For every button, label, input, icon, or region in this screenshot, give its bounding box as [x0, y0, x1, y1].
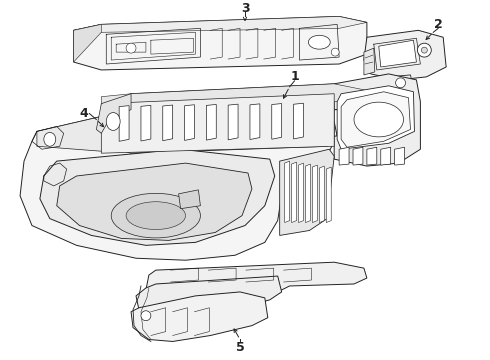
Polygon shape	[228, 104, 238, 140]
Polygon shape	[313, 165, 318, 222]
Polygon shape	[20, 109, 337, 260]
Ellipse shape	[354, 102, 404, 137]
Text: 5: 5	[236, 341, 245, 354]
Polygon shape	[294, 103, 303, 139]
Polygon shape	[285, 161, 290, 222]
Text: 3: 3	[241, 2, 249, 15]
Polygon shape	[326, 167, 331, 222]
Polygon shape	[141, 105, 151, 141]
Polygon shape	[40, 149, 275, 246]
Polygon shape	[97, 94, 131, 133]
Polygon shape	[101, 84, 367, 109]
Circle shape	[331, 48, 339, 56]
Circle shape	[141, 311, 151, 321]
Polygon shape	[298, 163, 303, 222]
Polygon shape	[367, 147, 377, 165]
Polygon shape	[57, 163, 252, 240]
Polygon shape	[74, 17, 367, 32]
Polygon shape	[341, 92, 411, 147]
Polygon shape	[163, 105, 172, 141]
Text: 4: 4	[79, 107, 88, 120]
Polygon shape	[272, 104, 282, 139]
Polygon shape	[74, 24, 101, 62]
Polygon shape	[74, 17, 367, 70]
Polygon shape	[185, 105, 195, 140]
Polygon shape	[101, 94, 334, 153]
Circle shape	[421, 47, 427, 53]
Ellipse shape	[111, 193, 200, 238]
Text: 1: 1	[290, 71, 299, 84]
Polygon shape	[353, 147, 363, 165]
Polygon shape	[101, 84, 367, 153]
Polygon shape	[119, 105, 129, 141]
Polygon shape	[334, 74, 420, 166]
Polygon shape	[37, 109, 334, 151]
Polygon shape	[206, 104, 216, 140]
Circle shape	[417, 43, 431, 57]
Polygon shape	[364, 48, 375, 75]
Ellipse shape	[308, 35, 330, 49]
Ellipse shape	[44, 132, 56, 146]
Ellipse shape	[106, 113, 120, 130]
Circle shape	[395, 78, 406, 88]
Polygon shape	[364, 30, 446, 80]
Polygon shape	[319, 166, 324, 222]
Polygon shape	[394, 147, 405, 165]
Polygon shape	[136, 276, 282, 320]
Polygon shape	[179, 190, 200, 209]
Polygon shape	[387, 75, 414, 92]
Polygon shape	[131, 292, 268, 342]
Polygon shape	[381, 147, 391, 165]
Polygon shape	[339, 147, 349, 165]
Polygon shape	[292, 162, 296, 222]
Ellipse shape	[126, 202, 186, 229]
Polygon shape	[146, 262, 367, 296]
Text: 2: 2	[434, 18, 442, 31]
Polygon shape	[280, 149, 334, 235]
Polygon shape	[305, 164, 310, 222]
Polygon shape	[379, 40, 416, 67]
Circle shape	[126, 43, 136, 53]
Polygon shape	[250, 104, 260, 140]
Polygon shape	[337, 86, 415, 149]
